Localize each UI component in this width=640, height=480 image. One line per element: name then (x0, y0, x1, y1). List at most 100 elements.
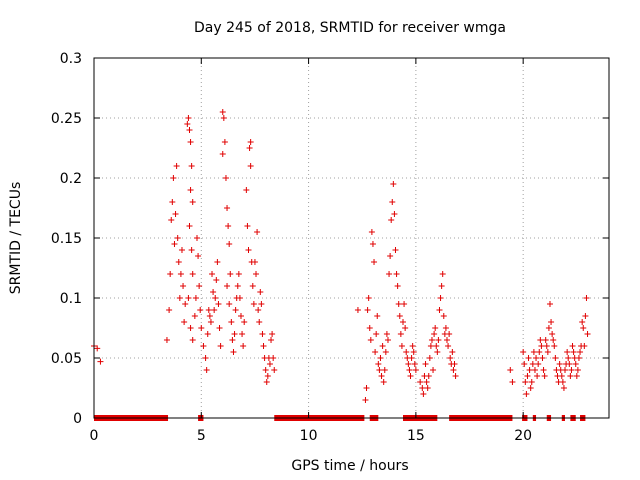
data-point (241, 319, 248, 325)
data-point (437, 295, 444, 301)
data-point (227, 271, 234, 277)
data-point (255, 307, 262, 313)
data-point (168, 217, 175, 223)
data-point (376, 367, 383, 373)
data-point (192, 295, 199, 301)
data-point (540, 367, 547, 373)
data-point (556, 361, 563, 367)
data-point (176, 295, 183, 301)
data-point (383, 331, 390, 337)
data-point (186, 223, 193, 229)
data-point (379, 343, 386, 349)
data-point (583, 295, 590, 301)
data-point (537, 337, 544, 343)
data-point (397, 331, 404, 337)
data-point (174, 235, 181, 241)
data-point (419, 385, 426, 391)
data-point (412, 367, 419, 373)
data-point (422, 361, 429, 367)
data-point (364, 307, 371, 313)
data-point (423, 379, 430, 385)
data-point (573, 373, 580, 379)
data-point (436, 307, 443, 313)
data-point (584, 331, 591, 337)
data-point (173, 163, 180, 169)
data-point (375, 361, 382, 367)
data-point (568, 367, 575, 373)
data-point (245, 247, 252, 253)
data-point (167, 271, 174, 277)
data-point (582, 313, 589, 319)
data-point (403, 349, 410, 355)
data-point (369, 241, 376, 247)
data-point (256, 319, 263, 325)
data-point (541, 373, 548, 379)
y-tick-label: 0.05 (51, 351, 82, 367)
data-point (378, 373, 385, 379)
data-point (365, 295, 372, 301)
data-point (246, 145, 253, 151)
y-tick-label: 0 (73, 411, 82, 427)
data-point (527, 385, 534, 391)
data-point (564, 349, 571, 355)
data-point (187, 187, 194, 193)
data-point (232, 307, 239, 313)
data-point (203, 367, 210, 373)
data-point (216, 325, 223, 331)
data-point (226, 241, 233, 247)
data-point (438, 283, 445, 289)
data-point (200, 343, 207, 349)
data-point (398, 343, 405, 349)
data-point (575, 355, 582, 361)
data-point (270, 355, 277, 361)
data-point (211, 307, 218, 313)
data-point (380, 379, 387, 385)
data-point (545, 325, 552, 331)
data-point (229, 337, 236, 343)
data-point (224, 283, 231, 289)
data-point (250, 301, 257, 307)
data-point (97, 358, 104, 365)
data-point (257, 289, 264, 295)
data-point (580, 325, 587, 331)
data-point (534, 373, 541, 379)
data-point (213, 277, 220, 283)
data-point (363, 385, 370, 391)
data-point (538, 343, 545, 349)
data-point (382, 349, 389, 355)
data-point (202, 355, 209, 361)
data-point (525, 355, 532, 361)
data-point (251, 259, 258, 265)
data-point (266, 361, 273, 367)
data-point (387, 253, 394, 259)
data-point (189, 271, 196, 277)
data-point (535, 361, 542, 367)
data-point (377, 355, 384, 361)
data-point (263, 379, 270, 385)
data-point (354, 307, 361, 313)
data-point (407, 373, 414, 379)
data-point (170, 175, 177, 181)
data-point (566, 361, 573, 367)
data-point (549, 331, 556, 337)
data-point (420, 391, 427, 397)
data-point (386, 271, 393, 277)
data-point (520, 349, 527, 355)
data-point (259, 331, 266, 337)
data-point (390, 181, 397, 187)
data-point (258, 301, 265, 307)
data-point (392, 247, 399, 253)
data-point (206, 313, 213, 319)
data-point (393, 271, 400, 277)
data-point (396, 313, 403, 319)
data-point (381, 367, 388, 373)
data-point (389, 199, 396, 205)
data-point (530, 349, 537, 355)
data-point (180, 283, 187, 289)
data-point (187, 139, 194, 145)
data-point (260, 343, 267, 349)
data-point (220, 115, 227, 121)
data-point (565, 355, 572, 361)
data-point (507, 367, 514, 373)
y-tick-label: 0.1 (60, 291, 82, 307)
